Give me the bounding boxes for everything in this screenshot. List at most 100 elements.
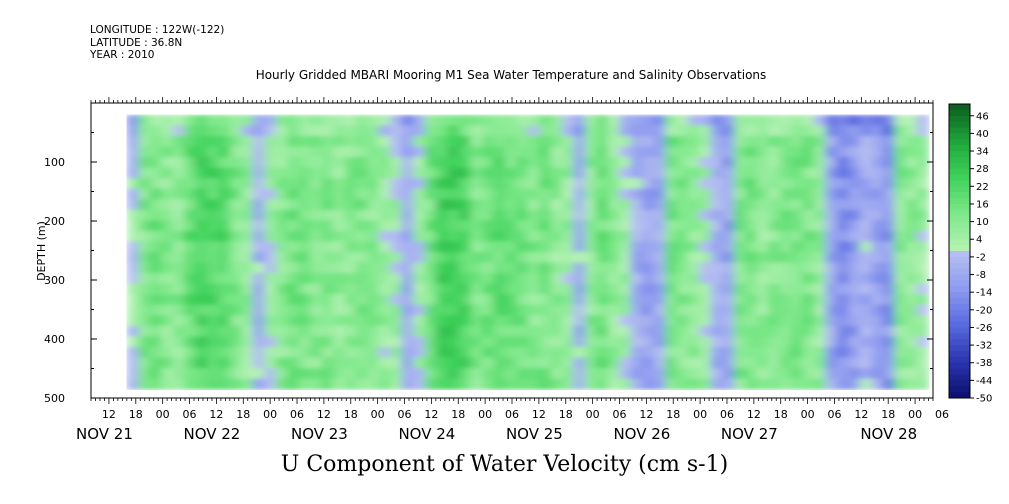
heatmap-cell xyxy=(332,273,346,285)
colorbar-swatch xyxy=(949,350,970,358)
heatmap-cell xyxy=(607,241,621,253)
heatmap-cell xyxy=(813,378,827,390)
heatmap-cell xyxy=(836,220,850,232)
heatmap-cell xyxy=(207,230,220,243)
colorbar-label: -44 xyxy=(976,376,992,387)
heatmap-cell xyxy=(516,357,529,369)
heatmap-cell xyxy=(241,294,254,306)
heatmap-cell xyxy=(321,262,334,274)
heatmap-cell xyxy=(378,251,392,264)
heatmap-cell xyxy=(836,209,850,222)
heatmap-cell xyxy=(607,157,621,169)
heatmap-cell xyxy=(516,325,529,338)
heatmap-cell xyxy=(596,230,609,243)
heatmap-cell xyxy=(161,357,174,369)
heatmap-cell xyxy=(791,114,804,127)
heatmap-cell xyxy=(836,114,850,127)
heatmap-cell xyxy=(207,188,220,201)
heatmap-cell xyxy=(596,188,609,201)
heatmap-cell xyxy=(710,368,724,380)
heatmap-cell xyxy=(447,304,460,317)
heatmap-cell xyxy=(149,304,162,317)
heatmap-cell xyxy=(126,294,140,306)
heatmap-cell xyxy=(779,304,792,317)
heatmap-cell xyxy=(917,357,930,369)
heatmap-cell xyxy=(516,199,529,211)
heatmap-cell xyxy=(447,357,460,369)
heatmap-cell xyxy=(688,262,701,274)
heatmap-cell xyxy=(252,251,266,264)
heatmap-cell xyxy=(791,230,804,243)
heatmap-cell xyxy=(848,178,861,190)
heatmap-cell xyxy=(710,378,724,390)
heatmap-cell xyxy=(207,378,220,390)
heatmap-cell xyxy=(390,114,403,127)
heatmap-cell xyxy=(802,378,815,390)
heatmap-cell xyxy=(310,357,323,369)
heatmap-cell xyxy=(470,146,483,158)
colorbar-swatch xyxy=(949,286,970,293)
heatmap-cell xyxy=(848,157,861,169)
x-hour-label: 06 xyxy=(935,408,949,421)
colorbar-swatch xyxy=(949,151,970,158)
heatmap-cell xyxy=(802,199,815,211)
heatmap-cell xyxy=(184,209,197,222)
heatmap-cell xyxy=(607,357,621,369)
heatmap-cell xyxy=(161,135,174,148)
heatmap-cell xyxy=(195,304,208,317)
heatmap-cell xyxy=(504,114,518,127)
heatmap-cell xyxy=(378,304,392,317)
heatmap-cell xyxy=(894,220,907,232)
heatmap-cell xyxy=(447,220,460,232)
heatmap-cell xyxy=(321,294,334,306)
heatmap-cell xyxy=(768,146,781,158)
heatmap-cell xyxy=(768,336,781,348)
heatmap-cell xyxy=(733,357,747,369)
heatmap-cell xyxy=(413,283,426,295)
heatmap-cell xyxy=(275,304,288,317)
heatmap-cell xyxy=(802,114,815,127)
heatmap-cell xyxy=(894,135,907,148)
heatmap-cell xyxy=(905,125,918,137)
heatmap-cell xyxy=(676,325,689,338)
colorbar-swatch xyxy=(949,374,970,381)
heatmap-cell xyxy=(229,262,243,274)
heatmap-cell xyxy=(138,283,151,295)
heatmap-cell xyxy=(607,262,621,274)
heatmap-cell xyxy=(859,167,873,179)
heatmap-cell xyxy=(917,378,930,390)
heatmap-cell xyxy=(195,283,208,295)
heatmap-cell xyxy=(619,125,632,137)
colorbar-swatch xyxy=(949,104,970,111)
heatmap-cell xyxy=(699,230,712,243)
heatmap-cell xyxy=(447,283,460,295)
heatmap-cell xyxy=(504,378,518,390)
heatmap-cell xyxy=(710,114,724,127)
heatmap-cell xyxy=(149,135,162,148)
heatmap-cell xyxy=(791,283,804,295)
colorbar-label: 46 xyxy=(976,111,989,122)
heatmap-cell xyxy=(516,304,529,317)
heatmap-cell xyxy=(252,325,266,338)
heatmap-cell xyxy=(768,325,781,338)
x-hour-label: 00 xyxy=(693,408,707,421)
heatmap-cell xyxy=(367,346,380,359)
heatmap-cell xyxy=(653,114,666,127)
heatmap-cell xyxy=(481,262,495,274)
heatmap-cell xyxy=(149,209,162,222)
heatmap-cell xyxy=(607,114,621,127)
heatmap-cell xyxy=(871,220,884,232)
heatmap-cell xyxy=(836,294,850,306)
colorbar-swatch xyxy=(949,251,970,258)
heatmap-cell xyxy=(642,368,655,380)
heatmap-cell xyxy=(436,325,449,338)
heatmap-cell xyxy=(676,283,689,295)
heatmap-cell xyxy=(894,199,907,211)
heatmap-cell xyxy=(859,114,873,127)
heatmap-cell xyxy=(275,114,288,127)
heatmap-cell xyxy=(527,178,540,190)
heatmap-cell xyxy=(768,251,781,264)
heatmap-cell xyxy=(447,336,460,348)
heatmap-cell xyxy=(527,251,540,264)
heatmap-cell xyxy=(745,157,758,169)
